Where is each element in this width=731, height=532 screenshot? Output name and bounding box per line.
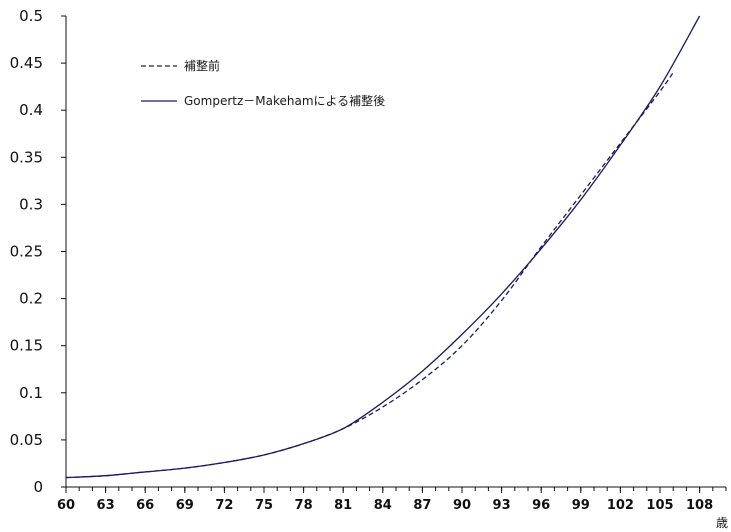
axes bbox=[65, 16, 726, 488]
y-tick-label: 0.35 bbox=[10, 148, 43, 166]
y-tick-label: 0.15 bbox=[10, 337, 43, 355]
series-group bbox=[65, 15, 701, 479]
x-tick-label: 69 bbox=[176, 498, 194, 513]
x-tick-label: 90 bbox=[453, 498, 471, 513]
y-tick-label: 0.3 bbox=[19, 195, 43, 213]
legend-label-gompertz-makeham: Gompertz－Makehamによる補整後 bbox=[184, 93, 385, 108]
x-tick-label: 84 bbox=[374, 498, 392, 513]
x-tick-label: 66 bbox=[136, 498, 154, 513]
x-tick-label: 60 bbox=[57, 498, 75, 513]
x-tick-label: 72 bbox=[215, 498, 233, 513]
x-tick-label: 105 bbox=[646, 498, 673, 513]
legend: 補整前 Gompertz－Makehamによる補整後 bbox=[141, 58, 385, 108]
y-tick-label: 0 bbox=[33, 478, 43, 496]
x-tick-label: 102 bbox=[607, 498, 634, 513]
x-tick-label: 75 bbox=[255, 498, 273, 513]
y-tick-label: 0.5 bbox=[19, 7, 43, 25]
x-tick-label: 63 bbox=[97, 498, 115, 513]
y-tick-label: 0.45 bbox=[10, 54, 43, 72]
y-tick-label: 0.2 bbox=[19, 290, 43, 308]
series-line-gompertz-makeham bbox=[65, 15, 701, 479]
x-tick-label: 81 bbox=[334, 498, 352, 513]
x-tick-label: 78 bbox=[295, 498, 313, 513]
series-line-before-adjustment bbox=[65, 72, 674, 479]
x-tick-label: 108 bbox=[686, 498, 713, 513]
y-tick-label: 0.1 bbox=[19, 384, 43, 402]
x-tick-label: 96 bbox=[532, 498, 550, 513]
y-tick-label: 0.25 bbox=[10, 243, 43, 261]
y-tick-label: 0.05 bbox=[10, 431, 43, 449]
x-tick-label: 93 bbox=[493, 498, 511, 513]
x-axis-unit-label: 歳 bbox=[716, 516, 728, 530]
x-tick-label: 99 bbox=[572, 498, 590, 513]
y-tick-label: 0.4 bbox=[19, 101, 43, 119]
x-axis-ticks: 60 63 66 69 72 75 78 81 84 87 90 93 96 99 102 105 108 bbox=[57, 487, 727, 513]
legend-label-before-adjustment: 補整前 bbox=[184, 58, 220, 73]
x-tick-label: 87 bbox=[413, 498, 431, 513]
y-axis-ticks: 0 0.05 0.1 0.15 0.2 0.25 0.3 0.35 0.4 0.45 0.5 bbox=[10, 7, 66, 496]
